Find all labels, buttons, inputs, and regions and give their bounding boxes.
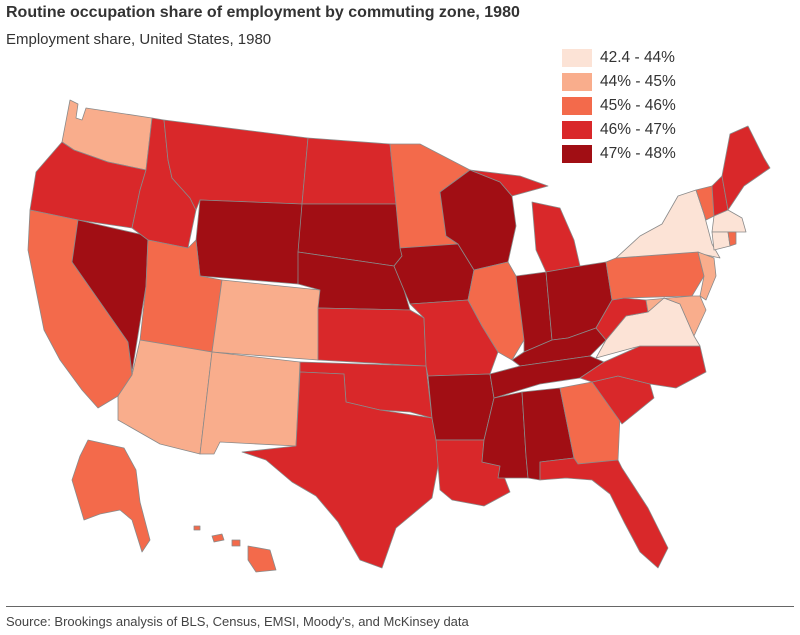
legend-item: 42.4 - 44%	[562, 46, 676, 70]
legend-label: 44% - 45%	[600, 73, 676, 90]
legend-swatch	[562, 145, 592, 163]
state-vermont	[695, 185, 715, 221]
state-florida	[539, 457, 669, 569]
state-texas	[241, 371, 441, 569]
state-north-dakota	[301, 137, 397, 205]
us-map	[27, 99, 771, 573]
state-pennsylvania	[605, 251, 705, 301]
legend-item: 47% - 48%	[562, 142, 676, 166]
state-maine	[721, 125, 771, 211]
legend-swatch	[562, 121, 592, 139]
state-iowa	[393, 243, 475, 305]
legend-item: 46% - 47%	[562, 118, 676, 142]
chart-subtitle: Employment share, United States, 1980	[6, 31, 272, 48]
footer-divider	[6, 606, 794, 607]
legend-label: 47% - 48%	[600, 145, 676, 162]
chart-title: Routine occupation share of employment b…	[6, 4, 520, 21]
legend-label: 45% - 46%	[600, 97, 676, 114]
legend-label: 42.4 - 44%	[600, 49, 675, 66]
legend-swatch	[562, 73, 592, 91]
state-alaska	[71, 439, 151, 553]
legend-swatch	[562, 97, 592, 115]
state-maryland	[645, 295, 707, 337]
state-colorado	[211, 279, 321, 361]
state-wyoming	[195, 199, 303, 285]
state-kansas	[317, 307, 427, 367]
source-note: Source: Brookings analysis of BLS, Censu…	[6, 614, 469, 629]
state-new-mexico	[199, 351, 301, 455]
legend-label: 46% - 47%	[600, 121, 676, 138]
legend-item: 44% - 45%	[562, 70, 676, 94]
state-connecticut	[711, 231, 731, 251]
state-hawaii	[193, 525, 277, 573]
legend: 42.4 - 44% 44% - 45% 45% - 46% 46% - 47%…	[562, 46, 676, 166]
state-rhode-island	[727, 231, 737, 247]
state-arkansas	[427, 373, 495, 441]
legend-item: 45% - 46%	[562, 94, 676, 118]
state-massachusetts	[711, 209, 747, 233]
state-north-carolina	[579, 345, 707, 389]
state-new-jersey	[697, 251, 717, 301]
legend-swatch	[562, 49, 592, 67]
